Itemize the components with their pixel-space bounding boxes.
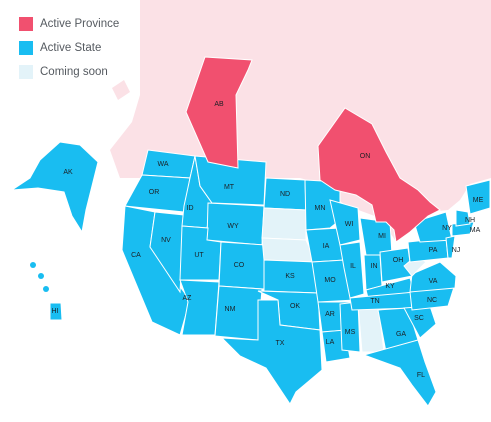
label-tx: TX [276,340,285,347]
label-ak: AK [63,169,73,176]
label-la: LA [326,339,335,346]
label-ok: OK [290,303,300,310]
state-fl[interactable] [362,339,437,407]
coming-soon-swatch [19,65,33,79]
label-ut: UT [194,252,204,259]
label-az: AZ [183,295,193,302]
state-il[interactable] [339,241,365,299]
label-wi: WI [345,221,354,228]
label-co: CO [234,262,245,269]
label-ia: IA [323,243,330,250]
state-wi[interactable] [329,199,361,246]
label-il: IL [350,263,356,270]
legend-item-active-province: Active Province [19,12,119,36]
label-pa: PA [429,247,438,254]
state-nm[interactable] [214,285,263,341]
legend-item-coming-soon: Coming soon [19,60,119,84]
label-or: OR [149,189,160,196]
label-ab: AB [214,101,224,108]
label-mn: MN [315,205,326,212]
state-nv[interactable] [149,211,185,294]
label-ky: KY [385,283,395,290]
state-az[interactable] [179,279,220,336]
label-nm: NM [225,306,236,313]
label-oh: OH [393,257,404,264]
label-nd: ND [280,191,290,198]
legend-label-active-province: Active Province [40,18,120,30]
legend-label-active-state: Active State [40,42,102,54]
label-wa: WA [157,161,168,168]
state-hi-island-3[interactable] [43,286,49,292]
region-labels: AK HI WA OR CA ID NV MT WY UT AZ CO NM ND KS OK TX MN IA MO… [52,101,484,379]
legend-item-active-state: Active State [19,36,119,60]
label-fl: FL [417,372,425,379]
province-on[interactable] [317,107,441,243]
active-state-swatch [19,41,33,55]
label-ar: AR [325,311,335,318]
state-me[interactable] [465,179,491,215]
label-mi: MI [378,233,386,240]
label-on: ON [360,153,371,160]
province-ab[interactable] [185,56,253,169]
label-nv: NV [161,237,171,244]
state-va[interactable] [409,261,457,293]
label-nh: NH [465,217,475,224]
state-mt[interactable] [194,155,267,206]
map-legend: Active Province Active State Coming soon [19,12,119,84]
label-sc: SC [414,315,424,322]
label-mo: MO [324,277,336,284]
legend-label-coming-soon: Coming soon [40,66,108,78]
label-ny: NY [442,225,452,232]
label-nc: NC [427,297,437,304]
state-sd[interactable] [261,207,307,241]
label-ca: CA [131,252,141,259]
label-tn: TN [370,298,379,305]
state-hi[interactable] [49,302,63,321]
label-id: ID [187,205,194,212]
state-hi-island-1[interactable] [30,262,36,268]
label-in: IN [371,263,378,270]
label-ga: GA [396,331,406,338]
label-nj: NJ [452,247,461,254]
state-in[interactable] [363,254,383,291]
label-ms: MS [345,329,356,336]
state-nh[interactable] [455,209,471,227]
active-province-swatch [19,17,33,31]
label-ks: KS [285,273,295,280]
canada-island-top [398,86,425,106]
canada-island-left [112,80,130,100]
label-me: ME [473,197,484,204]
label-hi: HI [52,308,59,315]
state-nj[interactable] [445,235,456,259]
state-hi-island-2[interactable] [38,273,44,279]
state-tx[interactable] [220,299,323,405]
label-va: VA [429,278,438,285]
label-ma: MA [470,227,481,234]
label-wy: WY [227,223,239,230]
label-mt: MT [224,184,235,191]
state-ak[interactable] [10,141,99,234]
